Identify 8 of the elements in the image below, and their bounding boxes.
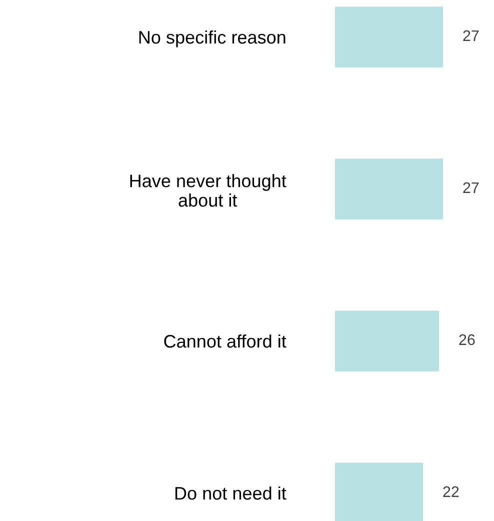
data-label: 26	[459, 334, 475, 346]
data-label: 22	[443, 486, 459, 497]
y-tick-label: Have never thought about it	[130, 174, 286, 207]
data-label: 27	[463, 182, 479, 193]
data-label: 27	[463, 30, 479, 41]
y-tick-label: No specific reason	[139, 30, 286, 48]
y-tick-label: Cannot afford it	[164, 334, 286, 348]
y-tick-label: Do not need it	[175, 486, 286, 500]
